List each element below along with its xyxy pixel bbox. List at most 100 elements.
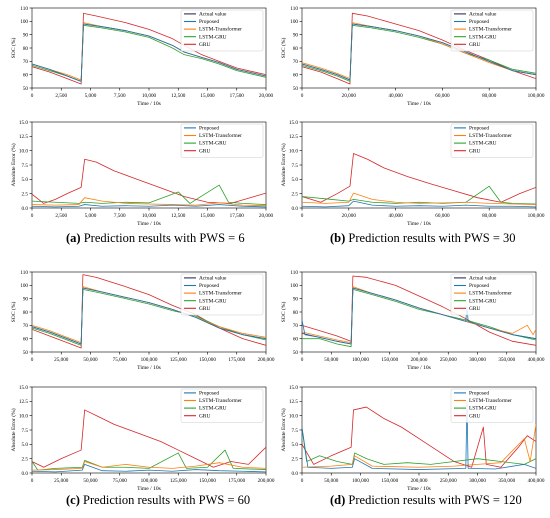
- chart-c-soc-xtick-label: 25,000: [54, 357, 69, 363]
- chart-a-error-xtick-label: 15,000: [200, 213, 215, 219]
- chart-d-error-ytick-label: 10.0: [289, 413, 298, 419]
- chart-a-error-xlabel: Time / 10s: [137, 221, 161, 227]
- chart-a-error-xtick-label: 0: [31, 213, 34, 219]
- chart-c-error: 0 25,000 50,000 75,000 100,000 125,000 150,000…: [10, 385, 275, 492]
- caption-c-text: Prediction results with PWS = 60: [79, 493, 251, 507]
- chart-b-soc-xtick-label: 80,000: [482, 93, 497, 99]
- chart-d-soc-xtick-label: 50,000: [324, 357, 339, 363]
- chart-c-soc-xtick-label: 75,000: [113, 357, 128, 363]
- chart-b-soc-xtick-label: 20,000: [342, 93, 357, 99]
- chart-b-error-ytick-label: 2.5: [292, 191, 299, 197]
- chart-b-soc-xtick-label: 40,000: [388, 93, 403, 99]
- chart-b-soc-xlabel: Time / 10s: [407, 101, 431, 107]
- chart-a-soc-xtick-label: 20,000: [259, 93, 274, 99]
- caption-b: (b) Prediction results with PWS = 30: [330, 231, 516, 246]
- chart-a-error-ytick-label: 10.0: [19, 148, 28, 154]
- chart-c-error-xtick-label: 75,000: [113, 478, 128, 484]
- chart-d-soc-xlabel: Time / 10s: [407, 365, 431, 371]
- chart-a-soc-legend-label-proposed: Proposed: [199, 19, 219, 25]
- chart-d-soc-legend-box: [450, 273, 534, 316]
- chart-b-soc-xtick-label: 60,000: [435, 93, 450, 99]
- chart-d-error-legend-label-proposed: Proposed: [469, 391, 489, 397]
- chart-a-soc-ytick-label: 50: [23, 86, 29, 92]
- chart-d-soc-xtick-label: 350,000: [498, 357, 515, 363]
- chart-d-error-series-proposed: [302, 400, 536, 470]
- chart-d-error-legend-label-gru: GRU: [469, 413, 480, 419]
- chart-b-soc-ytick-label: 100: [290, 19, 298, 25]
- chart-c-soc-ytick-label: 90: [23, 296, 29, 302]
- chart-a-error-xtick-label: 2,500: [55, 213, 67, 219]
- chart-d-error-xtick-label: 400,000: [528, 478, 545, 484]
- chart-d-error-xtick-label: 300,000: [469, 478, 486, 484]
- chart-b-soc: 0 20,000 40,000 60,000 80,000 100,000 50 60 70 80…: [280, 6, 545, 107]
- chart-b-soc-ytick-label: 70: [293, 59, 299, 65]
- chart-c-error-series-lstm-gru: [32, 449, 266, 471]
- chart-b-error-legend-label-gru: GRU: [469, 148, 480, 154]
- chart-c-soc-xtick-label: 200,000: [258, 357, 275, 363]
- chart-a-soc-series-proposed: [32, 23, 266, 82]
- chart-a-soc-series-gru: [32, 12, 266, 85]
- chart-a-error-xtick-label: 17,500: [230, 213, 245, 219]
- chart-b-error-legend-label-lstm-transformer: LSTM-Transformer: [469, 132, 512, 139]
- chart-d-soc-legend-label-lstm-transformer: LSTM-Transformer: [469, 290, 512, 297]
- chart-c-error-legend-label-gru: GRU: [199, 413, 210, 419]
- chart-a-error-xtick-label: 10,000: [142, 213, 157, 219]
- chart-c-soc-legend-label-proposed: Proposed: [199, 283, 219, 289]
- chart-a-error-ytick-label: 7.5: [22, 163, 29, 169]
- chart-c-soc-ytick-label: 70: [23, 323, 29, 329]
- chart-c-error-xtick-label: 150,000: [199, 478, 216, 484]
- chart-a-soc-ytick-label: 60: [23, 72, 29, 78]
- chart-b-error-ytick-label: 7.5: [292, 163, 299, 169]
- chart-d-error-xlabel: Time / 10s: [407, 486, 431, 492]
- chart-d-error-ytick-label: 0.0: [292, 471, 299, 477]
- chart-c-error-series-lstm-transformer: [32, 461, 266, 471]
- chart-c-soc-xtick-label: 125,000: [170, 357, 187, 363]
- chart-b-soc-legend-box: [450, 9, 534, 52]
- chart-c-soc-ytick-label: 50: [23, 350, 29, 356]
- chart-c-soc-xtick-label: 0: [31, 357, 34, 363]
- chart-a-soc-ytick-label: 90: [23, 32, 29, 38]
- chart-d-soc-xtick-label: 300,000: [469, 357, 486, 363]
- chart-d-soc-ytick-label: 90: [293, 296, 299, 302]
- chart-a-error-ytick-label: 15.0: [19, 120, 28, 126]
- chart-d-soc-legend-label-lstm-gru: LSTM-GRU: [469, 298, 497, 304]
- chart-d-error-series-lstm-gru: [302, 428, 536, 465]
- chart-c-error-xtick-label: 100,000: [141, 478, 158, 484]
- chart-a-soc-ylabel: SOC (%): [10, 38, 17, 59]
- chart-a-soc: 0 2,500 5,000 7,500 10,000 12,500 15,000 17,500…: [10, 6, 274, 107]
- chart-d-error-xtick-label: 200,000: [411, 478, 428, 484]
- chart-a-soc-xtick-label: 10,000: [142, 93, 157, 99]
- chart-c-soc-legend-label-actual-value: Actual value: [199, 276, 227, 282]
- chart-d-error-xtick-label: 50,000: [324, 478, 339, 484]
- chart-a-soc-xlabel: Time / 10s: [137, 101, 161, 107]
- chart-d-soc-ytick-label: 100: [290, 283, 298, 289]
- caption-a-letter: (a): [66, 231, 81, 245]
- chart-d-error-xtick-label: 0: [301, 478, 304, 484]
- chart-d-soc-xtick-label: 150,000: [381, 357, 398, 363]
- chart-c-error-legend-label-lstm-gru: LSTM-GRU: [199, 406, 227, 412]
- chart-c-error-ytick-label: 2.5: [22, 456, 29, 462]
- chart-d-error-legend-label-lstm-transformer: LSTM-Transformer: [469, 397, 512, 404]
- chart-b-soc-ylabel: SOC (%): [280, 38, 287, 59]
- chart-d-error: 0 50,000 100,000 150,000 200,000 250,000 300,0…: [280, 385, 545, 492]
- chart-a-soc-ytick-label: 80: [23, 46, 29, 52]
- chart-d-soc-xtick-label: 250,000: [440, 357, 457, 363]
- caption-c: (c) Prediction results with PWS = 60: [66, 493, 250, 508]
- chart-d-error-ytick-label: 2.5: [292, 456, 299, 462]
- chart-d-soc-legend-label-gru: GRU: [469, 306, 480, 312]
- chart-d-error-ytick-label: 12.5: [289, 399, 298, 405]
- caption-b-letter: (b): [330, 231, 346, 245]
- chart-b-soc-ytick-label: 50: [293, 86, 299, 92]
- chart-a-soc-ytick-label: 110: [20, 6, 28, 12]
- chart-c-error-ytick-label: 15.0: [19, 385, 28, 391]
- chart-d-soc: 0 50,000 100,000 150,000 200,000 250,000 300,0…: [280, 270, 545, 371]
- chart-c-error-ytick-label: 12.5: [19, 399, 28, 405]
- chart-d-soc-ytick-label: 50: [293, 350, 299, 356]
- chart-d-soc-ytick-label: 60: [293, 336, 299, 342]
- chart-c-error-xlabel: Time / 10s: [137, 486, 161, 492]
- chart-a-error-series-gru: [32, 158, 266, 204]
- chart-d-error-xtick-label: 150,000: [381, 478, 398, 484]
- chart-b-soc-legend-label-actual-value: Actual value: [469, 12, 497, 18]
